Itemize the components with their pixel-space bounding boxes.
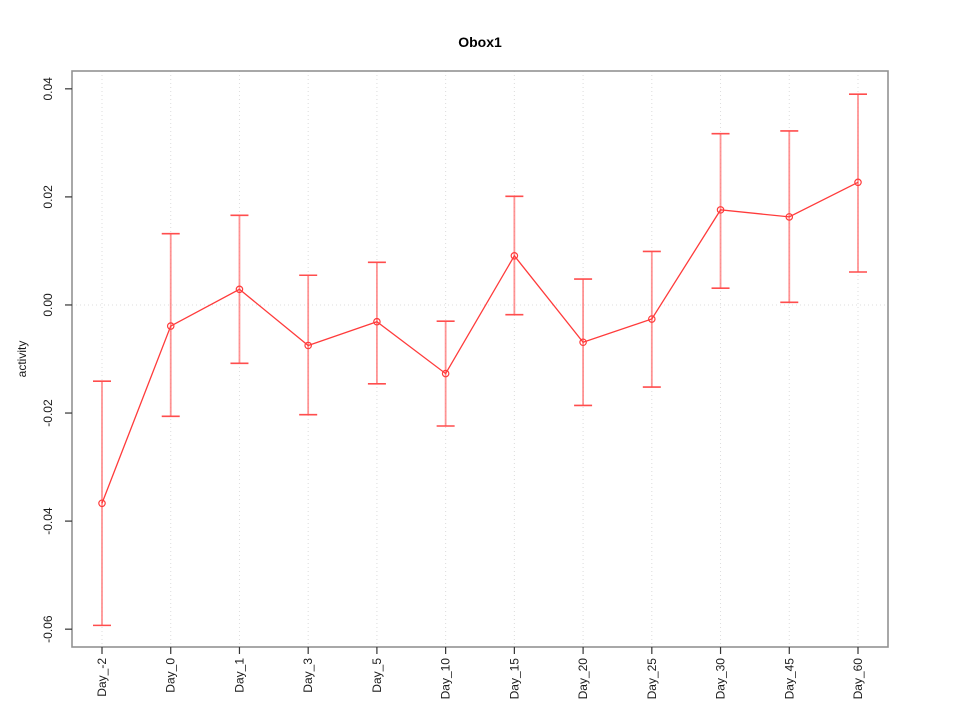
x-tick-label: Day_60 — [851, 658, 865, 700]
x-tick-label: Day_-2 — [95, 658, 109, 697]
data-point — [235, 285, 244, 294]
data-point — [510, 251, 519, 260]
data-point — [854, 178, 862, 187]
data-point — [785, 213, 794, 221]
data-point — [166, 322, 175, 330]
x-tick-label: Day_1 — [232, 658, 246, 693]
data-point — [579, 338, 587, 347]
x-tick-label: Day_30 — [714, 658, 728, 700]
y-tick-label: 0.00 — [41, 293, 55, 317]
chart-title: Obox1 — [458, 34, 502, 50]
series-line — [101, 181, 859, 504]
data-point — [716, 206, 725, 214]
x-tick-label: Day_15 — [507, 658, 521, 700]
x-tick-label: Day_45 — [782, 658, 796, 700]
x-tick-label: Day_10 — [439, 658, 453, 700]
data-point — [648, 315, 656, 323]
x-tick-label: Day_0 — [164, 658, 178, 693]
data-point — [304, 341, 312, 350]
x-tick-label: Day_3 — [301, 658, 315, 693]
y-tick-label: 0.04 — [41, 77, 55, 101]
y-axis-label: activity — [15, 340, 29, 378]
y-tick-label: -0.04 — [41, 507, 55, 535]
y-tick-label: 0.02 — [41, 185, 55, 209]
y-tick-label: -0.06 — [41, 615, 55, 643]
data-point — [373, 317, 381, 326]
plot-frame — [71, 70, 889, 648]
x-tick-label: Day_20 — [576, 658, 590, 700]
x-tick-label: Day_25 — [645, 658, 659, 700]
data-point — [441, 369, 450, 378]
data-point — [98, 499, 106, 508]
y-tick-label: -0.02 — [41, 399, 55, 427]
x-tick-label: Day_5 — [370, 658, 384, 693]
